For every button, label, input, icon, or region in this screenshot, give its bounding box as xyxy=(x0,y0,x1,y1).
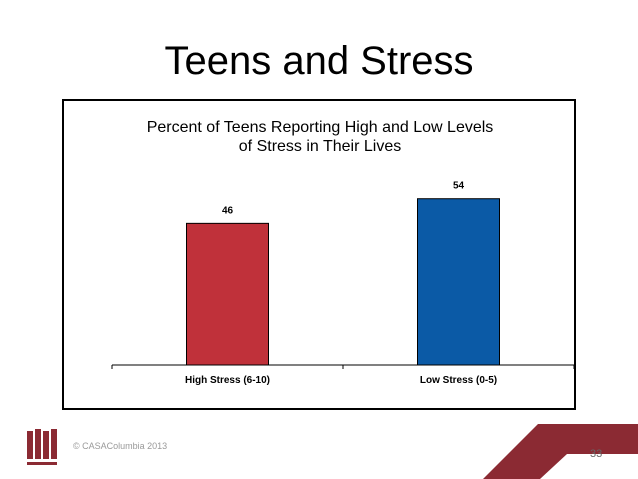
chart-title-line-1: Percent of Teens Reporting High and Low … xyxy=(146,119,494,136)
x-tick-label: High Stress (6-10) xyxy=(185,375,270,386)
corner-decoration xyxy=(483,424,638,479)
data-label: 46 xyxy=(222,205,234,216)
copyright-text: © CASAColumbia 2013 xyxy=(73,441,168,451)
casa-logo xyxy=(27,429,57,465)
data-label: 54 xyxy=(453,181,465,192)
chart-container: Percent of Teens Reporting High and Low … xyxy=(62,99,576,410)
slide-title: Teens and Stress xyxy=(164,39,474,83)
chart-title-line-2: of Stress in Their Lives xyxy=(238,138,402,155)
bar-high-stress xyxy=(186,222,269,366)
bar-chart: 46 High Stress (6-10) 54 Low Stress (0-5) xyxy=(111,181,575,386)
chart-title: Percent of Teens Reporting High and Low … xyxy=(64,118,576,156)
x-tick-label: Low Stress (0-5) xyxy=(420,375,497,386)
page-number: 33 xyxy=(590,448,603,460)
bar-low-stress xyxy=(417,198,500,366)
